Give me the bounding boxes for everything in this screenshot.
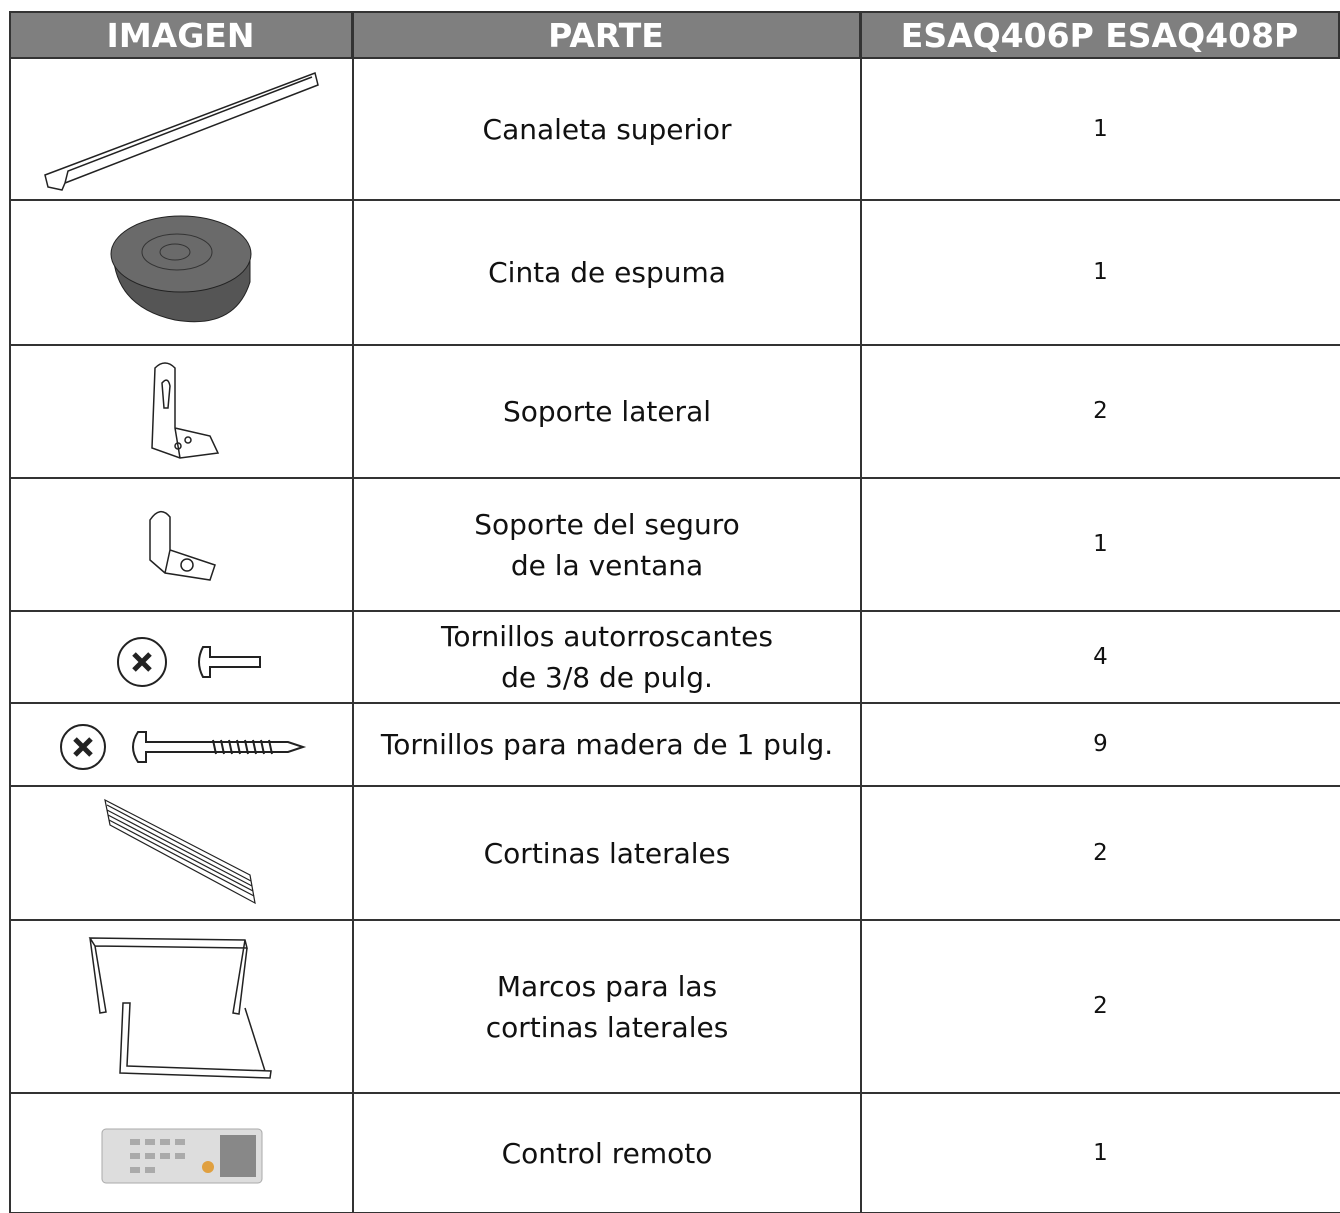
row-line	[10, 57, 1340, 59]
part-name: de la ventana	[510, 548, 704, 582]
header-cell: IMAGEN	[10, 12, 353, 58]
row-line	[10, 702, 1340, 704]
quantity: 1	[1093, 259, 1108, 285]
part-cell: Marcos para las cortinas laterales	[353, 920, 861, 1093]
header-cell: ESAQ406P ESAQ408P	[861, 12, 1340, 58]
quantity: 2	[1093, 398, 1108, 424]
row-line	[10, 477, 1340, 479]
row-line	[10, 344, 1340, 346]
quantity: 2	[1093, 839, 1108, 866]
part-cell: Tornillos para madera de 1 pulg.	[353, 703, 861, 786]
part-name: Tornillos para madera de 1 pulg.	[380, 728, 834, 761]
row-line	[10, 1092, 1340, 1094]
row-line	[10, 199, 1340, 201]
part-name: Cinta de espuma	[488, 256, 726, 289]
channel-icon	[44, 72, 319, 191]
quantity: 1	[1093, 531, 1108, 557]
lock-bracket-icon	[149, 511, 216, 581]
frame-icon	[88, 937, 272, 1079]
part-cell: Cinta de espuma	[353, 200, 861, 345]
part-name: de 3/8 de pulg.	[501, 661, 713, 694]
part-cell: Tornillos autorroscantes de 3/8 de pulg.	[353, 611, 861, 703]
part-name: Control remoto	[501, 1136, 713, 1170]
row-line	[10, 610, 1340, 612]
part-cell: Soporte del seguro de la ventana	[353, 478, 861, 611]
column-line	[352, 11, 354, 1213]
part-name: Canaleta superior	[482, 112, 732, 146]
part-name: Cortinas laterales	[483, 836, 731, 870]
quantity: 1	[1093, 115, 1108, 142]
part-name: Soporte lateral	[502, 395, 712, 428]
curtain-icon	[104, 798, 256, 905]
row-line	[10, 785, 1340, 787]
part-cell: Canaleta superior	[353, 58, 861, 200]
row-line	[10, 919, 1340, 921]
part-name: Tornillos autorroscantes	[441, 620, 773, 653]
header-cell: PARTE	[353, 12, 861, 58]
foam-icon	[110, 215, 252, 323]
quantity: 4	[1093, 643, 1108, 670]
part-cell: Cortinas laterales	[353, 786, 861, 920]
screw-icon	[117, 637, 261, 687]
part-cell: Control remoto	[353, 1093, 861, 1213]
remote-icon	[101, 1128, 263, 1184]
part-cell: Soporte lateral	[353, 345, 861, 478]
part-name: Soporte del seguro	[474, 507, 740, 541]
side-bracket-icon	[151, 362, 220, 459]
part-name: Marcos para las	[496, 969, 718, 1003]
wood-screw-icon	[60, 724, 307, 770]
quantity: 9	[1093, 731, 1108, 757]
column-line	[9, 11, 11, 1213]
row-line	[10, 11, 1340, 13]
quantity: 2	[1093, 993, 1108, 1019]
column-line	[860, 11, 862, 1213]
quantity: 1	[1093, 1139, 1108, 1166]
part-name: cortinas laterales	[485, 1010, 729, 1044]
